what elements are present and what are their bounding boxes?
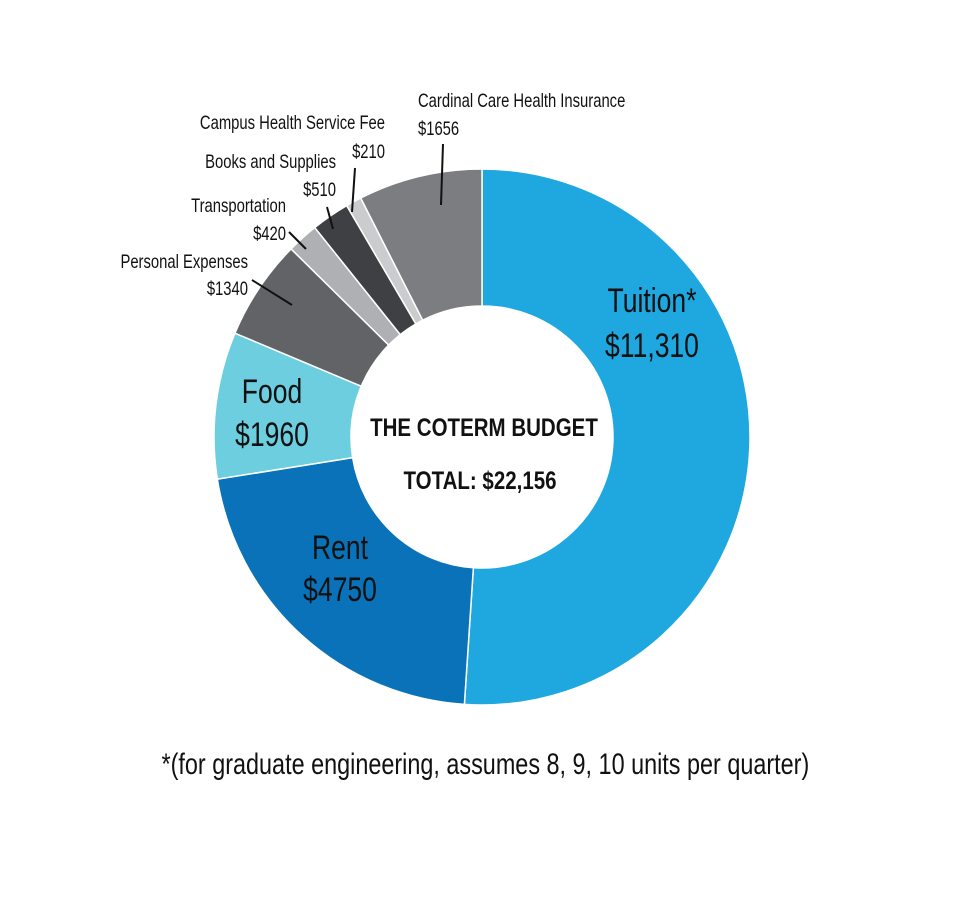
label-name-books-and-supplies: Books and Supplies xyxy=(205,151,336,172)
label-value-personal-expenses: $1340 xyxy=(207,278,248,299)
label-name-tuition: Tuition* xyxy=(608,282,697,320)
footnote: *(for graduate engineering, assumes 8, 9… xyxy=(161,748,810,781)
leader-personal-expenses xyxy=(251,279,293,306)
donut-hole xyxy=(351,306,613,568)
label-name-personal-expenses: Personal Expenses xyxy=(120,251,248,272)
label-name-transportation: Transportation xyxy=(191,195,286,216)
label-value-rent: $4750 xyxy=(303,571,377,609)
label-value-food: $1960 xyxy=(235,416,309,454)
chart-total: TOTAL: $22,156 xyxy=(403,466,556,494)
label-value-transportation: $420 xyxy=(253,223,286,244)
label-name-rent: Rent xyxy=(312,529,368,567)
slice-labels: Tuition* $11,310 Rent $4750 Food $1960 Persona… xyxy=(120,90,698,609)
label-value-campus-health-service-fee: $210 xyxy=(352,141,385,162)
label-value-tuition: $11,310 xyxy=(605,327,699,365)
leader-cardinal-care-health-insurance xyxy=(440,143,444,206)
label-name-cardinal-care-health-insurance: Cardinal Care Health Insurance xyxy=(418,90,625,111)
label-value-books-and-supplies: $510 xyxy=(303,179,336,200)
leader-campus-health-service-fee xyxy=(351,167,356,213)
label-name-campus-health-service-fee: Campus Health Service Fee xyxy=(200,112,385,133)
leader-lines xyxy=(251,143,444,306)
leader-transportation xyxy=(288,231,307,250)
leader-books-and-supplies xyxy=(326,206,334,230)
chart-title: THE COTERM BUDGET xyxy=(370,413,598,441)
label-value-cardinal-care-health-insurance: $1656 xyxy=(418,118,459,139)
donut-slices xyxy=(213,168,751,706)
label-name-food: Food xyxy=(242,373,302,411)
